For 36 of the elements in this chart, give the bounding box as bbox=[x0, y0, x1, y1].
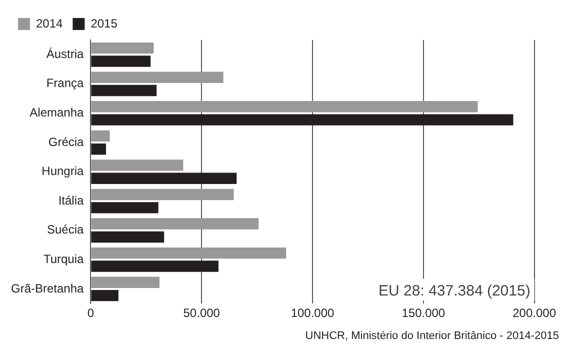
bar bbox=[91, 72, 224, 83]
x-tick-label: 0 bbox=[87, 306, 94, 320]
bar bbox=[91, 202, 158, 214]
x-tick-label: 100.000 bbox=[290, 306, 335, 320]
x-tick-label: 150.000 bbox=[402, 306, 446, 320]
x-tick-label: 50.000 bbox=[183, 306, 220, 320]
text: UNHCR, Ministério do Interior Britânico - 2014-2015 bbox=[304, 330, 559, 342]
legend-label: 2015 bbox=[90, 16, 118, 30]
x-tick-label: 200.000 bbox=[512, 306, 556, 320]
bar bbox=[91, 247, 286, 259]
bar bbox=[91, 290, 118, 302]
bar bbox=[91, 130, 110, 142]
annotation: EU 28: 437.384 (2015) bbox=[378, 282, 530, 300]
bar bbox=[91, 42, 154, 54]
y-tick-label: Itália bbox=[58, 193, 84, 208]
bar bbox=[91, 231, 164, 243]
legend-label: 2014 bbox=[36, 16, 64, 30]
bar bbox=[91, 260, 218, 272]
y-tick-label: Áustria bbox=[46, 46, 84, 61]
y-tick-label: França bbox=[46, 76, 84, 90]
bar bbox=[91, 144, 106, 155]
y-tick-label: Alemanha bbox=[30, 106, 84, 120]
bar bbox=[91, 101, 478, 112]
bar bbox=[91, 188, 234, 200]
y-tick-label: Suécia bbox=[47, 222, 84, 237]
y-tick-label: Grécia bbox=[48, 134, 84, 149]
y-tick-label: Hungria bbox=[42, 164, 84, 178]
y-tick-label: Turquia bbox=[43, 252, 84, 266]
bar bbox=[91, 84, 157, 96]
bar bbox=[91, 276, 160, 288]
bar bbox=[91, 172, 237, 184]
y-tick-label: Grã-Bretanha bbox=[11, 281, 84, 296]
bar bbox=[91, 218, 259, 230]
bar bbox=[91, 56, 151, 67]
bar bbox=[91, 114, 514, 126]
bar bbox=[91, 160, 184, 171]
